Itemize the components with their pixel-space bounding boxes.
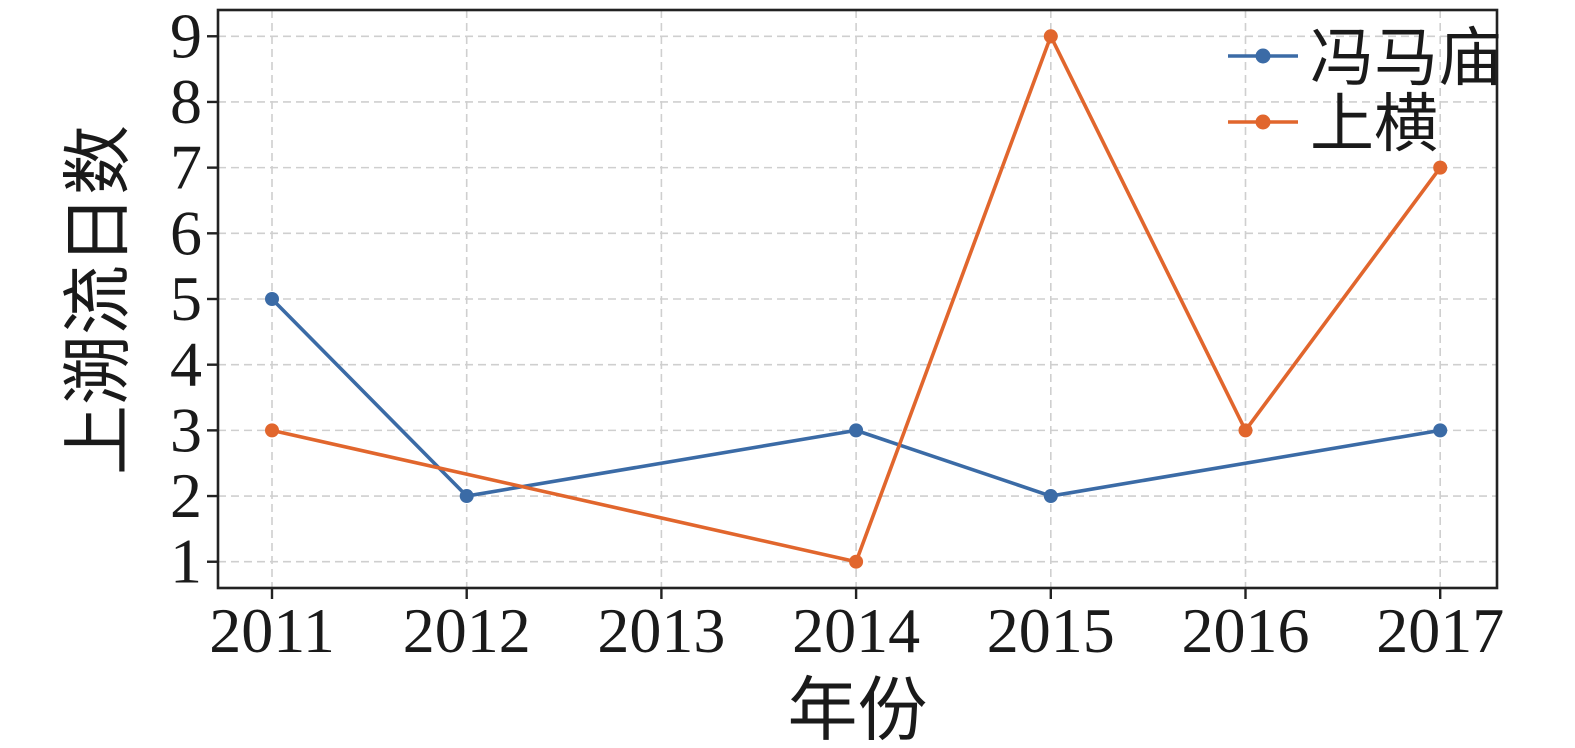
legend-item-label: 上横 [1310, 89, 1438, 160]
x-tick-label: 2014 [792, 595, 920, 666]
y-tick-label: 7 [170, 132, 202, 203]
data-point-marker [1238, 423, 1253, 438]
y-tick-label: 1 [170, 526, 202, 597]
x-tick-label: 2016 [1182, 595, 1310, 666]
x-tick-label: 2011 [209, 595, 335, 666]
data-point-marker [1433, 423, 1448, 438]
x-tick-label: 2013 [597, 595, 725, 666]
y-tick-label: 6 [170, 197, 202, 268]
x-tick-label: 2017 [1376, 595, 1504, 666]
data-point-marker [1043, 29, 1058, 44]
y-tick-label: 2 [170, 460, 202, 531]
legend-swatch-marker [1255, 114, 1271, 130]
legend-item-label: 冯马庙 [1310, 23, 1502, 94]
data-point-marker [265, 292, 279, 306]
x-tick-label: 2015 [987, 595, 1115, 666]
legend-swatch-marker [1255, 48, 1271, 64]
y-tick-label: 9 [170, 0, 202, 71]
data-point-marker [849, 554, 864, 569]
x-axis-label: 年份 [788, 673, 928, 748]
y-tick-label: 5 [170, 263, 202, 334]
y-tick-label: 3 [170, 394, 202, 465]
y-tick-label: 8 [170, 66, 202, 137]
y-axis-label: 上溯流日数 [61, 125, 138, 475]
x-tick-label: 2012 [403, 595, 531, 666]
data-point-marker [459, 489, 474, 504]
data-point-marker [1433, 160, 1448, 175]
data-point-marker [849, 423, 864, 438]
data-point-marker [1043, 489, 1058, 504]
data-point-marker [265, 423, 279, 438]
y-tick-label: 4 [170, 329, 202, 400]
